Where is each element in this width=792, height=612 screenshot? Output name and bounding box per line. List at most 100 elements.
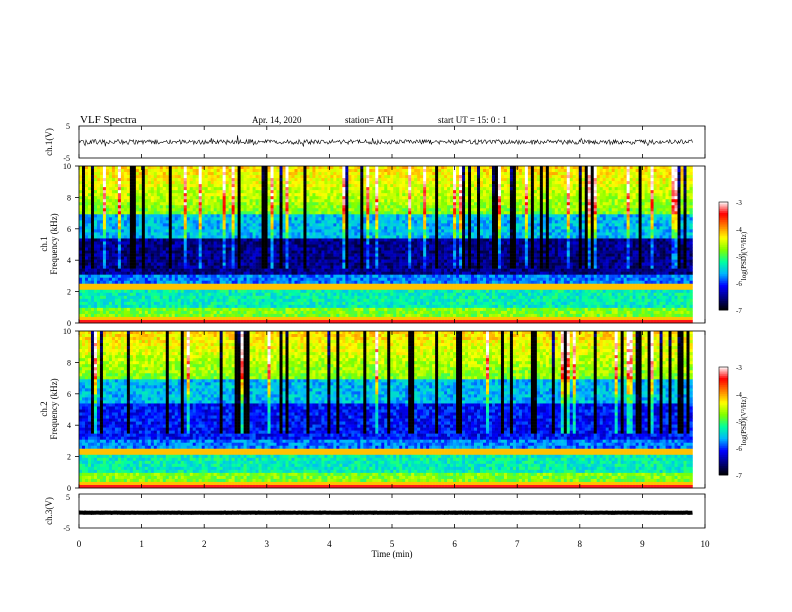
- spectrogram-cell: [330, 235, 334, 239]
- spectrogram-cell: [156, 205, 161, 209]
- spectrogram-cell: [96, 214, 101, 218]
- spectrogram-cell: [689, 199, 693, 203]
- spectrogram-cell: [249, 229, 253, 233]
- spectrogram-cell: [213, 199, 217, 203]
- spectrogram-cell: [614, 232, 618, 236]
- spectrogram-cell: [198, 169, 202, 173]
- spectrogram-cell: [264, 202, 268, 206]
- spectrogram-cell: [674, 226, 678, 230]
- spectrogram-cell: [126, 208, 131, 212]
- spectrogram-cell: [309, 166, 313, 170]
- spectrogram-cell: [420, 205, 424, 209]
- spectrogram-cell: [551, 190, 556, 194]
- spectrogram-cell: [653, 193, 657, 197]
- spectrogram-cell: [438, 217, 442, 221]
- spectrogram-cell: [560, 232, 565, 236]
- spectrogram-cell: [494, 220, 499, 224]
- spectrogram-cell: [521, 214, 526, 218]
- spectrogram-cell: [485, 169, 490, 173]
- spectrogram-cell: [333, 217, 337, 221]
- spectrogram-cell: [509, 187, 514, 191]
- spectrogram-cell: [102, 208, 107, 212]
- spectrogram-cell: [342, 166, 346, 170]
- spectrogram-cell: [509, 205, 514, 209]
- spectrogram-cell: [408, 208, 412, 212]
- spectrogram-cell: [426, 223, 430, 227]
- spectrogram-cell: [578, 214, 583, 218]
- spectrogram-cell: [243, 235, 247, 239]
- spectrogram-cell: [536, 232, 541, 236]
- spectrogram-cell: [674, 193, 678, 197]
- spectrogram-cell: [273, 169, 277, 173]
- spectrogram-cell: [584, 208, 589, 212]
- spectrogram-cell: [213, 238, 217, 242]
- spectrogram-cell: [518, 214, 523, 218]
- spectrogram-cell: [171, 235, 176, 239]
- spectrogram-cell: [551, 196, 556, 200]
- spectrogram-cell: [635, 169, 639, 173]
- spectrogram-cell: [626, 223, 630, 227]
- spectrogram-cell: [450, 229, 454, 233]
- spectrogram-cell: [222, 220, 226, 224]
- spectrogram-cell: [90, 220, 95, 224]
- spectrogram-cell: [647, 190, 651, 194]
- spectrogram-cell: [96, 202, 101, 206]
- spectrogram-cell: [438, 178, 442, 182]
- spectrogram-cell: [524, 169, 529, 173]
- spectrogram-cell: [456, 208, 460, 212]
- spectrogram-cell: [294, 220, 298, 224]
- spectrogram-cell: [339, 232, 343, 236]
- spectrogram-cell: [135, 196, 140, 200]
- spectrogram-cell: [225, 214, 229, 218]
- spectrogram-cell: [521, 166, 526, 170]
- spectrogram-cell: [411, 235, 415, 239]
- spectrogram-cell: [572, 229, 577, 233]
- spectrogram-cell: [638, 211, 642, 215]
- spectrogram-cell: [527, 175, 532, 179]
- spectrogram-cell: [345, 223, 349, 227]
- spectrogram-cell: [180, 226, 185, 230]
- spectrogram-cell: [662, 217, 666, 221]
- spectrogram-cell: [474, 232, 478, 236]
- spectrogram-cell: [659, 214, 663, 218]
- spectrogram-cell: [647, 169, 651, 173]
- spectrogram-cell: [79, 202, 83, 206]
- spectrogram-cell: [578, 229, 583, 233]
- spectrogram-cell: [339, 172, 343, 176]
- spectrogram-cell: [303, 217, 307, 221]
- spectrogram-cell: [539, 190, 544, 194]
- spectrogram-cell: [225, 172, 229, 176]
- spectrogram-cell: [201, 235, 205, 239]
- spectrogram-cell: [557, 214, 562, 218]
- spectrogram-cell: [120, 166, 125, 170]
- spectrogram-cell: [297, 184, 301, 188]
- spectrogram-cell: [551, 193, 556, 197]
- spectrogram-cell: [477, 205, 481, 209]
- spectrogram-cell: [231, 178, 235, 182]
- spectrogram-cell: [249, 208, 253, 212]
- spectrogram-cell: [444, 169, 448, 173]
- spectrogram-cell: [474, 187, 478, 191]
- spectrogram-cell: [138, 199, 143, 203]
- spectrogram-cell: [375, 175, 379, 179]
- spectrogram-cell: [330, 208, 334, 212]
- spectrogram-cell: [114, 193, 119, 197]
- spectrogram-cell: [429, 202, 433, 206]
- spectrogram-cell: [491, 172, 496, 176]
- spectrogram-cell: [638, 199, 642, 203]
- spectrogram-cell: [228, 199, 232, 203]
- spectrogram-cell: [459, 187, 463, 191]
- spectrogram-cell: [602, 232, 606, 236]
- spectrogram-cell: [542, 232, 547, 236]
- spectrogram-cell: [294, 217, 298, 221]
- spectrogram-cell: [602, 187, 606, 191]
- spectrogram-cell: [468, 211, 472, 215]
- spectrogram-cell: [441, 184, 445, 188]
- spectrogram-cell: [521, 196, 526, 200]
- spectrogram-cell: [378, 172, 382, 176]
- spectrogram-cell: [270, 223, 274, 227]
- spectrogram-cell: [614, 217, 618, 221]
- spectrogram-cell: [584, 235, 589, 239]
- spectrogram-cell: [90, 196, 95, 200]
- spectrogram-cell: [79, 229, 83, 233]
